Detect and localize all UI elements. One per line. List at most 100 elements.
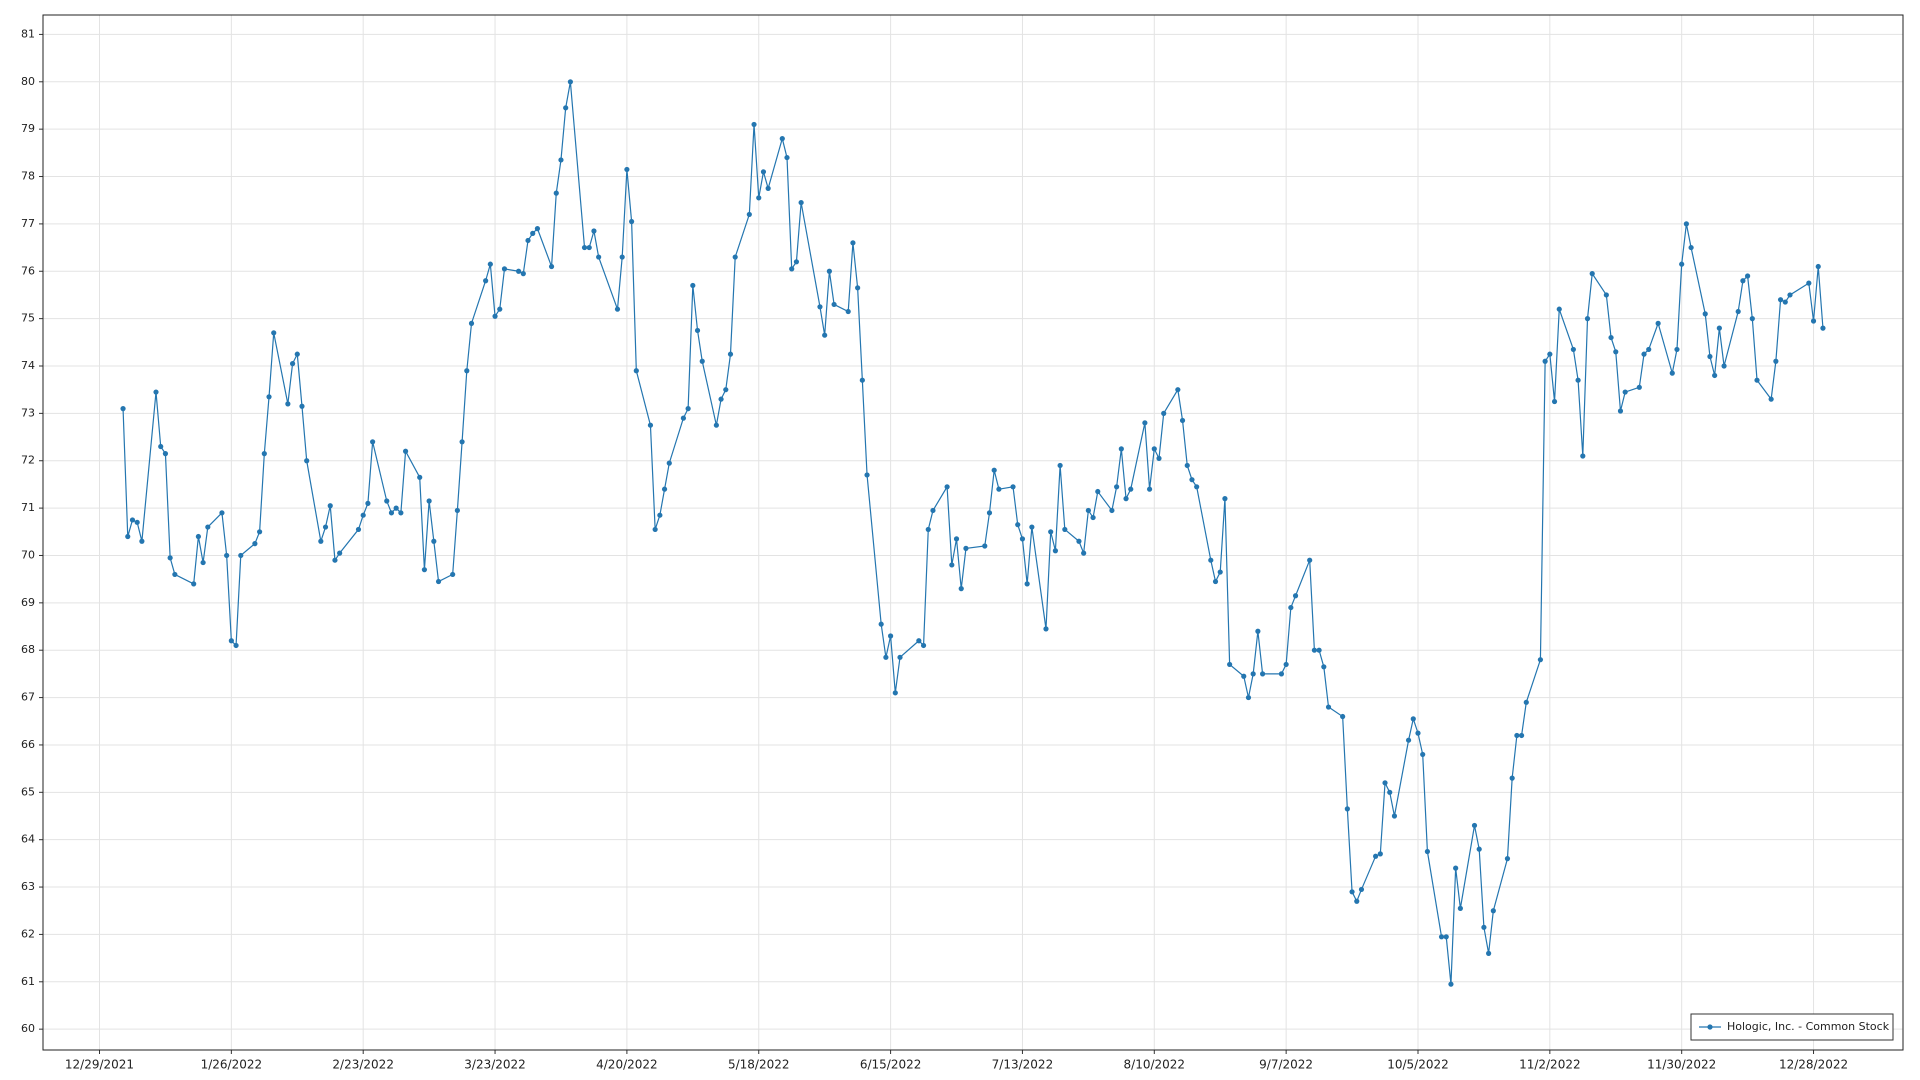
data-point (1443, 934, 1449, 940)
data-point (1745, 273, 1751, 279)
data-point (435, 578, 442, 585)
data-point (596, 254, 602, 260)
plot-frame (42, 14, 1904, 1051)
data-point (360, 512, 366, 518)
data-point (690, 282, 696, 289)
data-point (1683, 221, 1689, 227)
data-point (680, 415, 687, 421)
data-point (1217, 569, 1223, 575)
data-point (1123, 496, 1129, 502)
data-point (1438, 934, 1445, 940)
data-point (1617, 408, 1624, 414)
data-point (266, 394, 272, 400)
data-point (1707, 353, 1713, 360)
data-point (417, 474, 423, 480)
x-tick-label: 3/23/2022 (464, 1058, 526, 1072)
data-point (647, 422, 654, 428)
data-point (224, 552, 230, 559)
data-point (699, 358, 705, 364)
data-point (483, 278, 489, 284)
data-point (1307, 557, 1313, 563)
data-point (454, 507, 460, 514)
data-point (285, 401, 291, 407)
data-point (963, 545, 969, 551)
data-point (1613, 349, 1619, 355)
data-point (402, 448, 409, 454)
y-tick-label: 79 (21, 122, 35, 135)
y-tick-label: 69 (21, 596, 35, 609)
data-point (1259, 671, 1266, 677)
data-point (1081, 550, 1087, 556)
legend-label: Hologic, Inc. - Common Stock (1727, 1020, 1890, 1033)
data-point (355, 526, 362, 533)
data-point (167, 555, 173, 561)
data-point (624, 166, 630, 173)
data-point (633, 368, 639, 374)
data-point (530, 230, 536, 236)
y-tick-label: 67 (21, 691, 35, 704)
data-point (1344, 806, 1350, 812)
y-tick-label: 63 (21, 880, 35, 893)
y-tick-label: 76 (21, 264, 35, 277)
data-point (1712, 372, 1718, 379)
data-point (1118, 446, 1124, 452)
data-point (125, 533, 131, 540)
y-tick-label: 65 (21, 785, 35, 798)
data-point (887, 633, 894, 639)
data-point (779, 136, 785, 142)
data-point (1570, 346, 1576, 353)
data-point (1716, 325, 1722, 331)
data-point (1810, 318, 1817, 324)
y-tick-label: 70 (21, 548, 35, 561)
data-point (1377, 851, 1383, 857)
data-point (534, 226, 541, 232)
data-point (1161, 410, 1167, 416)
data-point (1523, 699, 1529, 705)
x-tick-label: 1/26/2022 (201, 1058, 263, 1072)
data-point (751, 121, 757, 128)
y-tick-label: 60 (21, 1022, 35, 1035)
legend: Hologic, Inc. - Common Stock (1690, 1013, 1894, 1041)
x-tick-label: 11/2/2022 (1519, 1058, 1581, 1072)
data-point (1476, 846, 1482, 852)
data-point (1820, 325, 1826, 331)
data-point (756, 195, 762, 201)
data-point (459, 439, 465, 445)
data-point (920, 642, 927, 649)
data-point (1749, 316, 1755, 322)
data-point (958, 586, 964, 592)
data-point (1090, 514, 1096, 521)
data-point (897, 654, 903, 660)
data-point (1589, 271, 1595, 277)
y-tick-label: 78 (21, 170, 35, 183)
data-point (1283, 661, 1289, 668)
data-point (996, 486, 1002, 492)
y-tick-label: 62 (21, 927, 35, 940)
data-point (1179, 417, 1186, 424)
data-point (831, 301, 837, 308)
data-point (393, 505, 399, 511)
data-point (337, 550, 343, 556)
data-point (1740, 278, 1746, 284)
data-point (1773, 358, 1779, 364)
data-point (1212, 578, 1219, 585)
data-point (1189, 477, 1195, 483)
data-point (822, 332, 828, 338)
data-point (464, 368, 470, 374)
data-point (789, 266, 795, 272)
data-point (1679, 261, 1685, 267)
series-line (122, 81, 1824, 985)
data-point (723, 387, 729, 393)
data-point (859, 377, 865, 383)
y-tick-label: 74 (21, 359, 35, 372)
data-point (798, 199, 804, 206)
data-point (718, 396, 724, 402)
data-point (426, 498, 432, 504)
data-point (134, 519, 140, 525)
data-point (567, 79, 573, 85)
data-point (652, 526, 658, 533)
data-point (1015, 522, 1021, 528)
data-point (1815, 263, 1821, 270)
data-point (158, 443, 164, 450)
